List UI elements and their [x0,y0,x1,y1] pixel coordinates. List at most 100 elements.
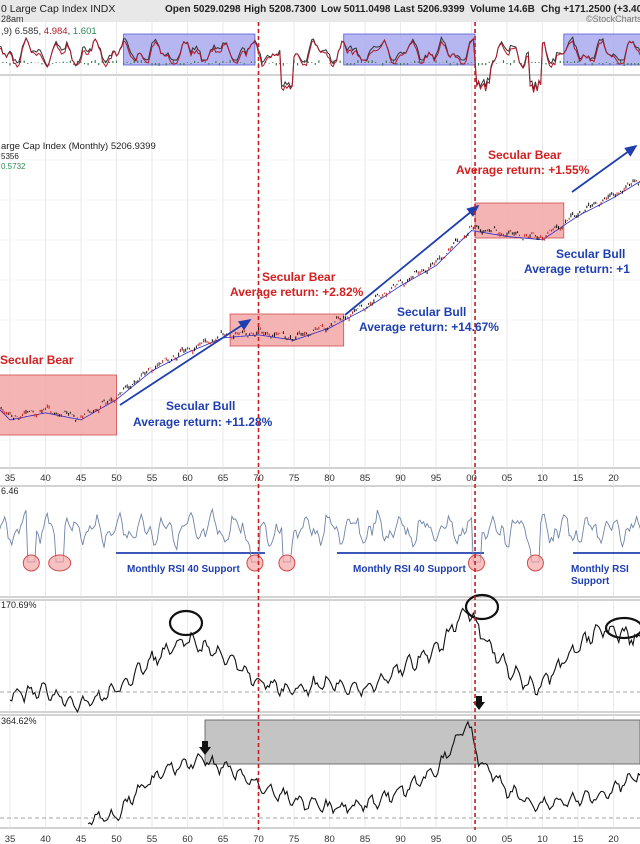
price-sub-value-2: 0.5732 [1,162,26,171]
peak-circles [0,593,640,693]
annotation-label: Secular Bear [0,353,74,367]
bull-arrow [571,144,638,193]
rsi-low-circles [22,554,544,572]
rsi-low-circle [22,554,40,572]
x-tick-label: 75 [289,473,300,484]
peak-arrow-shaft [476,696,482,702]
open-value: Open 5029.0298 [165,4,241,15]
rsi-low-circle [246,554,264,572]
x-tick-label: 45 [76,834,87,844]
x-tick-label: 70 [253,834,264,844]
x-axis-lower: 35 40 45 50 55 60 65 70 75 80 85 90 95 00 05 10 15 20 [5,834,619,844]
bull-arrow [344,204,480,316]
update-time: 28am [1,14,24,24]
x-tick-label: 00 [466,834,477,844]
annotation-label: Average return: +1 [524,262,630,276]
x-tick-label: 55 [147,834,158,844]
price-bars [0,179,640,422]
bear-box [0,374,117,436]
annotation-label: Average return: +1.55% [456,163,590,177]
x-tick-label: 60 [182,473,193,484]
macd-signal-line [0,37,640,93]
x-tick-label: 50 [111,834,122,844]
annotation-label: Average return: +14.67% [359,320,499,334]
annotation-label: Secular Bull [397,305,466,319]
x-tick-label: 95 [431,834,442,844]
peak-circle [464,593,500,621]
last-value: Last 5206.9399 [394,4,465,15]
volume-value: Volume 14.6B [470,4,535,15]
x-tick-label: 05 [502,473,513,484]
rsi-support-label: Monthly RSI 40 Support [353,564,466,575]
bear-box [229,313,345,347]
rsi-support-label: Support [571,576,610,587]
x-tick-label: 60 [182,834,193,844]
rsi-low-circle [526,554,544,572]
x-tick-label: 90 [395,473,406,484]
peak-circle [604,616,640,640]
x-tick-label: 40 [40,473,51,484]
cycle-marker-lines [257,22,476,830]
macd-v1: 6.585 [15,26,39,37]
macd-v2: 4.984 [44,26,68,37]
x-tick-label: 15 [573,473,584,484]
x-tick-label: 65 [218,834,229,844]
x-tick-label: 85 [360,473,371,484]
peak-arrow-head [473,702,485,710]
rsi-label: 6.46 [1,486,19,496]
annotation-label: Average return: +11.28% [133,415,273,429]
macd-v3: 1.601 [73,26,97,37]
ratio-line-2 [87,720,640,826]
change-value: Chg +171.2500 (+3.40 [541,4,640,15]
low-value: Low 5011.0498 [321,4,391,15]
rsi-low-circle [48,554,72,572]
bull-arrow [119,319,252,406]
rsi-support-label: Monthly RSI [571,564,629,575]
x-tick-label: 00 [466,473,477,484]
bear-box [474,202,565,239]
price-panel-label: arge Cap Index (Monthly) 5206.9399 [1,141,156,152]
x-tick-label: 35 [5,834,16,844]
panel5-label: 364.62% [1,716,37,726]
ratio-line-1 [9,607,640,714]
annotation-label: Average return: +2.82% [230,285,364,299]
rsi-low-circle [467,554,485,572]
chart-title: 0 Large Cap Index INDX [1,3,115,15]
rsi-low-circle [278,554,296,572]
brand-watermark: ©StockCharts [586,14,640,24]
annotation-label: Secular Bull [556,247,625,261]
header-bar [0,0,640,22]
x-tick-label: 80 [324,473,335,484]
x-tick-label: 80 [324,834,335,844]
annotation-label: Secular Bull [166,399,235,413]
x-tick-label: 95 [431,473,442,484]
x-tick-label: 50 [111,473,122,484]
peak-circle [168,609,204,637]
annotation-label: Secular Bear [262,270,336,284]
x-tick-label: 90 [395,834,406,844]
x-tick-label: 75 [289,834,300,844]
x-tick-label: 65 [218,473,229,484]
macd-label: ,9) 6.585, 4.984, 1.601 [1,26,97,37]
x-tick-label: 05 [502,834,513,844]
x-tick-label: 85 [360,834,371,844]
panel4-label: 170.69% [1,600,37,610]
macd-histogram [2,60,639,66]
grid-lines [0,22,640,828]
x-tick-label: 45 [76,473,87,484]
x-tick-label: 10 [537,473,548,484]
moving-average-line [0,180,640,421]
highlight-box [204,719,640,765]
rsi-support-labels: Monthly RSI 40 Support Monthly RSI 40 Sup… [127,564,629,587]
x-tick-label: 20 [608,834,619,844]
macd-line [0,35,640,90]
x-tick-label: 20 [608,473,619,484]
x-tick-label: 55 [147,473,158,484]
x-tick-label: 15 [573,834,584,844]
high-value: High 5208.7300 [244,4,317,15]
x-tick-label: 40 [40,834,51,844]
rsi-line [0,507,640,563]
